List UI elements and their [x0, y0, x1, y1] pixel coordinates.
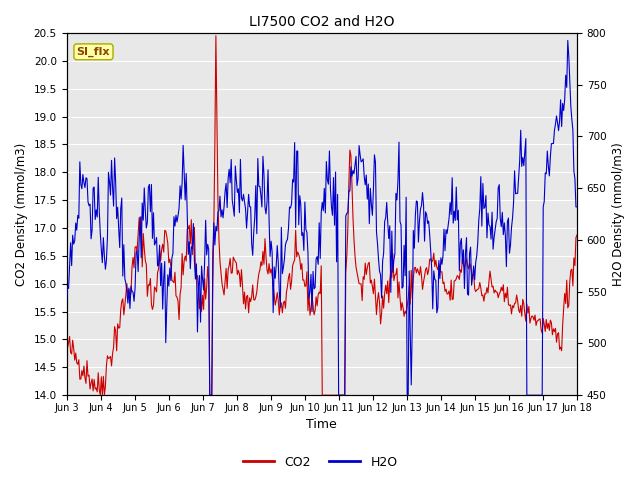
- Y-axis label: H2O Density (mmol/m3): H2O Density (mmol/m3): [612, 142, 625, 286]
- Y-axis label: CO2 Density (mmol/m3): CO2 Density (mmol/m3): [15, 143, 28, 286]
- Legend: CO2, H2O: CO2, H2O: [237, 451, 403, 474]
- X-axis label: Time: Time: [307, 419, 337, 432]
- Text: SI_flx: SI_flx: [77, 47, 110, 57]
- Title: LI7500 CO2 and H2O: LI7500 CO2 and H2O: [249, 15, 394, 29]
